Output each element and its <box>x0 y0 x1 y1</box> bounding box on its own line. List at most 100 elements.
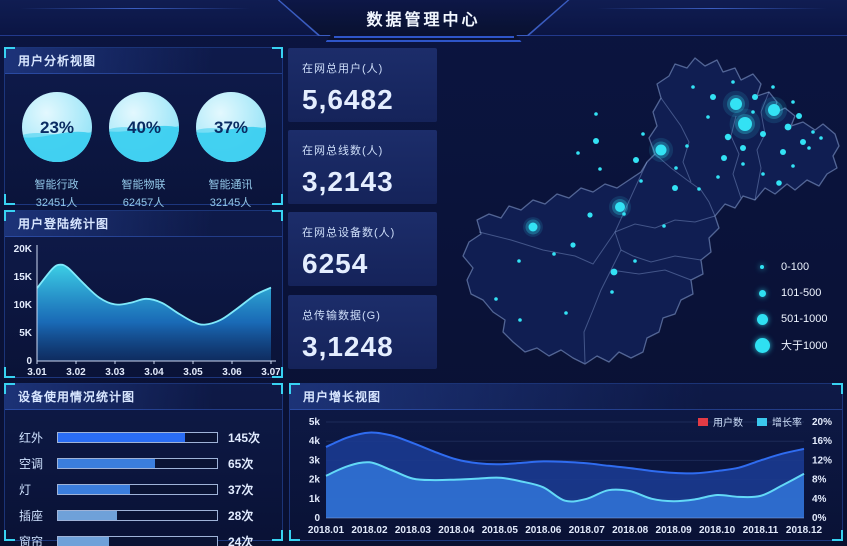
svg-text:4%: 4% <box>812 494 827 505</box>
region-scatter-map: 0-100 101-500 501-1000 大于1000 <box>443 42 845 378</box>
device-bar-row: 插座 28次 <box>19 502 268 528</box>
panel-device-usage: 设备使用情况统计图 红外 145次 空调 65次灯 37次 插座 28次 窗帘 24次 <box>4 383 283 546</box>
svg-text:2018.06: 2018.06 <box>525 525 562 536</box>
legend-item-growth-rate[interactable]: 增长率 <box>757 414 802 429</box>
gauge-count: 32451人 <box>35 197 78 209</box>
svg-text:2018.11: 2018.11 <box>743 525 779 536</box>
legend-dot-icon <box>760 265 764 269</box>
legend-dot-icon <box>754 337 770 353</box>
svg-text:2018.09: 2018.09 <box>656 525 693 536</box>
stat-card-total-devices: 在网总设备数(人) 6254 <box>288 212 437 286</box>
svg-text:2018.07: 2018.07 <box>569 525 606 536</box>
device-value: 24次 <box>228 534 254 546</box>
panel-title-user-growth: 用户增长视图 <box>290 384 842 410</box>
growth-legend: 用户数 增长率 <box>698 414 802 429</box>
stat-card-total-data: 总传输数据(G) 3,1248 <box>288 295 437 369</box>
device-bar-track <box>57 535 218 546</box>
stat-label: 在网总用户(人) <box>302 63 384 75</box>
device-label: 灯 <box>19 482 32 497</box>
svg-text:2018.05: 2018.05 <box>482 525 519 536</box>
liquid-gauge: 23% <box>15 88 99 169</box>
stat-label: 总传输数据(G) <box>302 310 381 322</box>
users-legend-swatch <box>698 417 708 426</box>
login-area-chart: 0 5K 10K 15K 20K 3.01 3.02 3.03 3.04 3.05 3.06 3.07 <box>5 237 282 388</box>
device-bar-fill <box>58 484 130 494</box>
svg-text:0: 0 <box>314 513 320 524</box>
device-value: 28次 <box>228 508 254 523</box>
map-legend-label: 0-100 <box>781 261 810 273</box>
device-bar-track <box>57 483 218 495</box>
svg-text:2k: 2k <box>309 475 321 486</box>
svg-text:20%: 20% <box>812 417 832 428</box>
panel-user-growth: 用户增长视图 用户数 增长率 0 1k 2k 3k 4k 5k 0% 4% 8% 12% 16% 20… <box>289 383 843 541</box>
device-bar-row: 窗帘 24次 <box>19 528 268 546</box>
gauge-count: 62457人 <box>122 197 165 209</box>
svg-text:3.01: 3.01 <box>27 367 47 378</box>
stat-value: 3,1248 <box>302 331 394 362</box>
stat-card-total-lines: 在网总线数(人) 3,2143 <box>288 130 437 204</box>
svg-text:5k: 5k <box>309 417 321 428</box>
gauge-count: 32145人 <box>209 197 252 209</box>
device-value: 37次 <box>228 482 254 497</box>
device-bar-fill <box>58 510 117 520</box>
svg-text:15K: 15K <box>14 272 33 283</box>
growth-area-chart: 0 1k 2k 3k 4k 5k 0% 4% 8% 12% 16% 20% 2018.01 2018.02… <box>290 410 842 545</box>
gauge-label: 智能物联 <box>121 179 166 191</box>
svg-text:3.05: 3.05 <box>183 367 203 378</box>
map-legend-row: 101-500 <box>751 280 828 306</box>
device-bar-chart: 红外 145次空调 65次灯 37次插座 28次 窗帘 24次 <box>5 410 282 546</box>
gauge-label: 智能通讯 <box>208 179 253 191</box>
svg-text:20K: 20K <box>14 244 33 255</box>
gauge-comm: 37% 智能通讯 32145人 <box>189 88 273 210</box>
svg-text:2018.12: 2018.12 <box>786 525 823 536</box>
svg-text:10K: 10K <box>14 300 33 311</box>
header-trapezoid: 数据管理中心 <box>279 0 568 35</box>
panel-user-analysis: 用户分析视图 23% 智能行政 32451人 40% 智能物联 62457人 3… <box>4 47 283 209</box>
device-bar-fill <box>58 536 109 546</box>
liquid-gauge: 37% <box>189 88 273 169</box>
legend-item-users[interactable]: 用户数 <box>698 414 743 429</box>
svg-text:2018.01: 2018.01 <box>308 525 345 536</box>
device-bar-row: 空调 65次 <box>19 450 268 476</box>
gauge-admin: 23% 智能行政 32451人 <box>15 88 99 210</box>
svg-text:3k: 3k <box>309 455 321 466</box>
svg-text:8%: 8% <box>812 475 827 486</box>
legend-dot-icon <box>756 313 768 325</box>
stat-card-total-users: 在网总用户(人) 5,6482 <box>288 48 437 122</box>
svg-text:5K: 5K <box>19 328 33 339</box>
stat-value: 3,2143 <box>302 166 394 197</box>
panel-title-login-stats: 用户登陆统计图 <box>5 211 282 237</box>
map-legend-label: 101-500 <box>781 287 822 299</box>
svg-text:37%: 37% <box>213 118 247 137</box>
device-bar-row: 灯 37次 <box>19 476 268 502</box>
device-bar-track <box>57 431 218 443</box>
gauge-row: 23% 智能行政 32451人 40% 智能物联 62457人 37% 智能通讯… <box>5 74 282 210</box>
top-header-bar: 数据管理中心 <box>0 0 847 36</box>
page-title: 数据管理中心 <box>366 11 481 29</box>
svg-text:3.03: 3.03 <box>105 367 125 378</box>
stat-label: 在网总线数(人) <box>302 145 384 157</box>
device-bar-track <box>57 509 218 521</box>
svg-text:23%: 23% <box>39 118 73 137</box>
device-bar-fill <box>58 432 186 442</box>
svg-text:40%: 40% <box>126 118 160 137</box>
svg-text:2018.10: 2018.10 <box>699 525 736 536</box>
svg-text:3.04: 3.04 <box>144 367 164 378</box>
panel-login-stats: 用户登陆统计图 0 5K 10K 15K 20K 3.01 3.02 3.03 3.04 3.05… <box>4 210 283 378</box>
growth-rate-legend-swatch <box>757 417 767 426</box>
svg-text:2018.08: 2018.08 <box>612 525 649 536</box>
svg-text:2018.02: 2018.02 <box>351 525 388 536</box>
legend-label: 用户数 <box>713 418 743 429</box>
stat-value: 5,6482 <box>302 84 394 115</box>
svg-text:12%: 12% <box>812 455 832 466</box>
device-label: 空调 <box>19 456 44 471</box>
gauge-iot: 40% 智能物联 62457人 <box>102 88 186 210</box>
svg-text:0: 0 <box>26 356 32 367</box>
device-value: 65次 <box>228 456 254 471</box>
legend-dot-icon <box>758 289 766 297</box>
device-bar-row: 红外 145次 <box>19 424 268 450</box>
legend-label: 增长率 <box>772 418 802 429</box>
header-decor-strip <box>325 34 522 42</box>
svg-text:3.07: 3.07 <box>261 367 280 378</box>
svg-text:16%: 16% <box>812 436 832 447</box>
